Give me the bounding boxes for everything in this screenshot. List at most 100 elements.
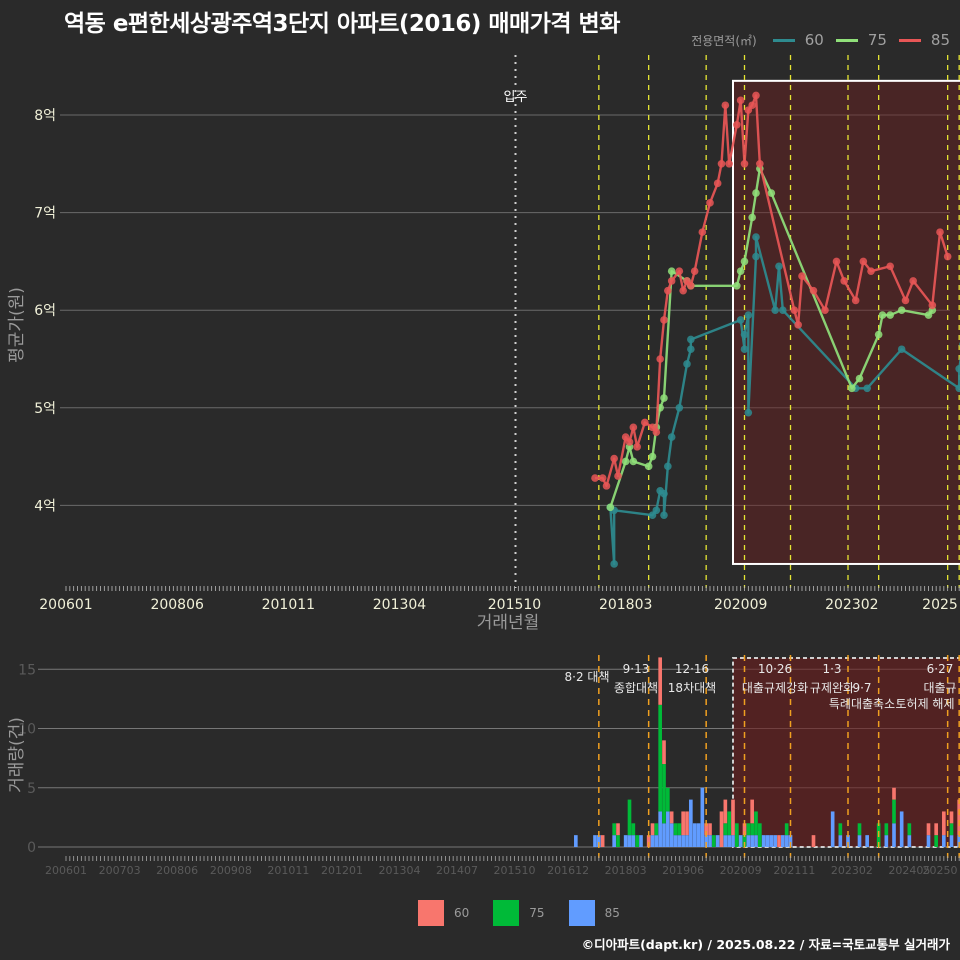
volume-bar [735,823,739,847]
data-point [698,228,707,236]
data-point [752,91,760,100]
x-tick-label: 200806 [150,597,204,613]
data-point [641,418,649,427]
volume-bar [769,835,774,847]
legend-volume-label-75: 75 [529,906,545,920]
volume-bar [723,835,728,847]
volume-bar [754,835,758,847]
volume-y-tick: 0 [27,840,36,856]
x-tick-label: 201510 [488,597,541,613]
event-label: 대출규제강화 [742,681,808,695]
volume-bar [574,835,578,847]
data-point [943,252,952,261]
data-point [775,262,783,271]
volume-bar [662,740,666,765]
volume-bar [811,835,816,847]
data-point [652,506,661,515]
volume-bar [727,835,731,847]
volume-x-tick: 200703 [99,864,141,877]
event-label: 10·26 [758,662,792,676]
volume-bar [907,835,912,847]
data-point [771,306,779,315]
data-point [863,384,871,393]
volume-bar [957,799,960,836]
data-point [840,277,848,285]
data-point [629,457,638,466]
volume-bar [746,823,751,836]
event-label: 대출규 [923,681,956,695]
data-point [591,474,599,482]
data-point [687,335,695,344]
volume-bar [666,811,670,847]
volume-bar [899,811,904,847]
legend-volume-label-60: 60 [454,906,470,920]
data-point [687,282,695,290]
volume-highlight-box [732,657,960,848]
volume-bar [669,811,674,824]
x-tick-label: 201803 [599,597,652,613]
y-axis-title: 평균가(원) [7,287,27,363]
volume-bar [949,835,954,847]
volume-bar [689,799,693,847]
volume-bar [926,823,931,836]
legend-box-85 [568,900,595,926]
volume-bar [597,835,601,847]
volume-x-tick: 201011 [267,864,309,877]
data-point [621,457,630,466]
data-point [679,286,687,295]
event-label: 9·13 [623,662,650,676]
data-point [713,179,722,188]
data-point [955,364,960,373]
data-point [798,272,806,280]
volume-bar [600,835,605,847]
data-point [706,199,714,207]
volume-bar [662,764,666,824]
data-point [667,433,676,441]
volume-bar [865,835,869,847]
volume-bar [593,835,597,847]
volume-bar [650,835,655,847]
legend-volume-label-85: 85 [604,906,620,920]
data-point [740,330,749,339]
legend-swatch-60 [772,38,795,42]
x-tick-label: 201011 [262,597,315,613]
data-point [740,345,749,354]
data-point [886,311,894,319]
data-point [625,438,634,446]
volume-x-tick: 201304 [379,864,421,877]
volume-bar [838,835,843,847]
volume-bar [949,811,954,824]
volume-bar [646,835,651,847]
data-point [809,286,818,295]
volume-x-tick: 202009 [720,864,762,877]
y-tick-label: 6억 [34,303,56,319]
data-point [901,296,910,305]
data-point [832,257,841,266]
volume-x-tick: 201906 [662,864,704,877]
volume-bar [662,823,666,847]
volume-bar [949,823,954,836]
data-point [744,311,753,319]
data-point [790,306,799,315]
data-point [690,267,699,275]
volume-bar [731,799,735,836]
volume-bar [892,823,896,847]
highlight-box [732,79,960,565]
volume-bar [704,823,708,836]
volume-bar [892,787,896,800]
volume-bar [708,835,712,847]
x-tick-label: 202009 [714,597,767,613]
volume-bar [704,835,708,847]
volume-x-tick: 201201 [321,864,363,877]
volume-y-tick: 10 [18,722,36,738]
data-point [660,394,668,402]
volume-bar [623,835,628,847]
volume-x-tick: 201510 [494,864,536,877]
volume-y-axis-title: 거래량(건) [7,717,27,793]
volume-bar [907,823,912,836]
volume-x-tick: 200806 [156,864,198,877]
data-point [733,282,741,290]
volume-bar [639,835,643,847]
y-tick-label: 4억 [34,498,56,514]
legend-label-85: 85 [930,31,950,49]
